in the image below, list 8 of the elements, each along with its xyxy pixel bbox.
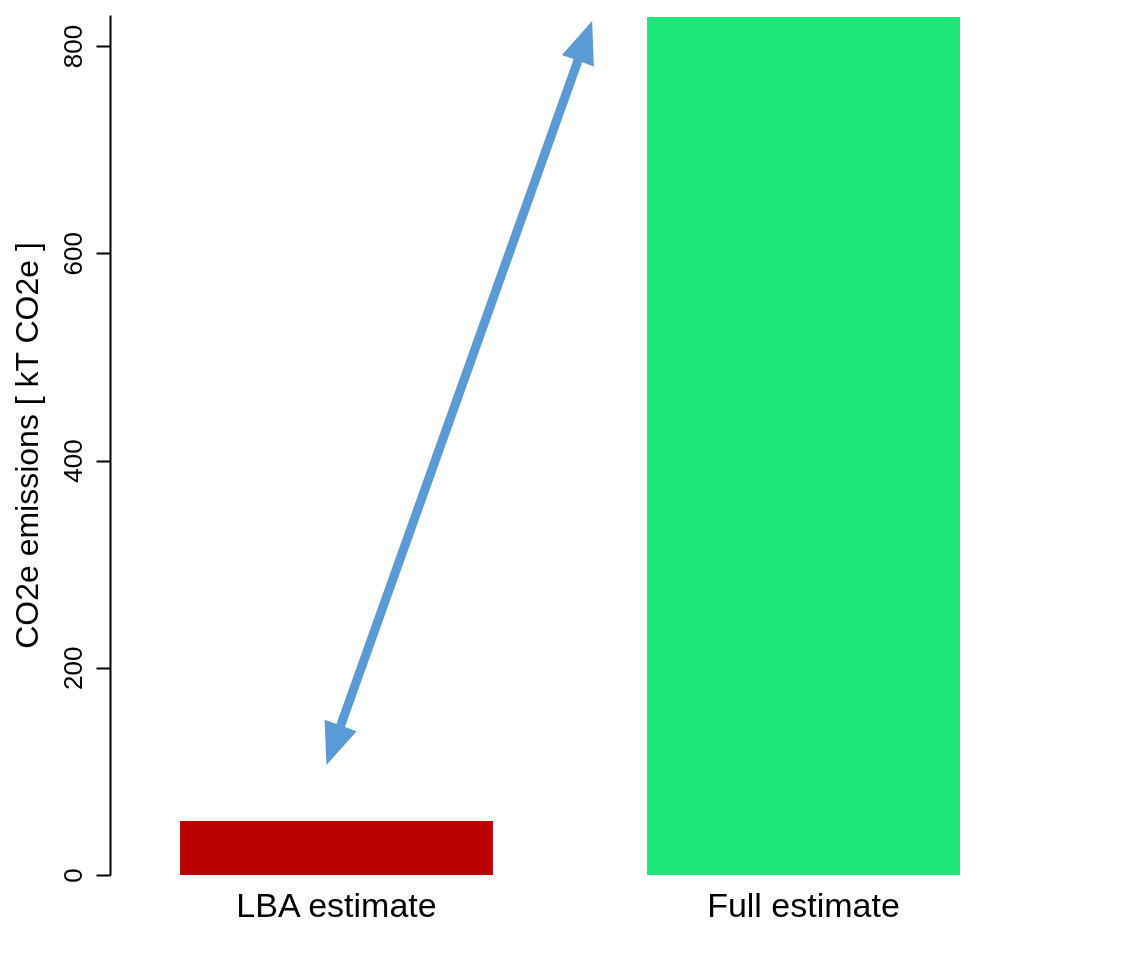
- y-axis-title: CO2e emissions [ kT CO2e ]: [8, 242, 45, 649]
- y-tick-label: 200: [57, 646, 88, 690]
- y-tick-label: 600: [57, 232, 88, 276]
- x-tick-label: LBA estimate: [236, 885, 437, 924]
- y-tick-label: 800: [57, 24, 88, 69]
- x-tick-label: Full estimate: [707, 885, 900, 924]
- y-tick-label: 400: [57, 439, 88, 483]
- y-tick-label: 0: [57, 868, 88, 883]
